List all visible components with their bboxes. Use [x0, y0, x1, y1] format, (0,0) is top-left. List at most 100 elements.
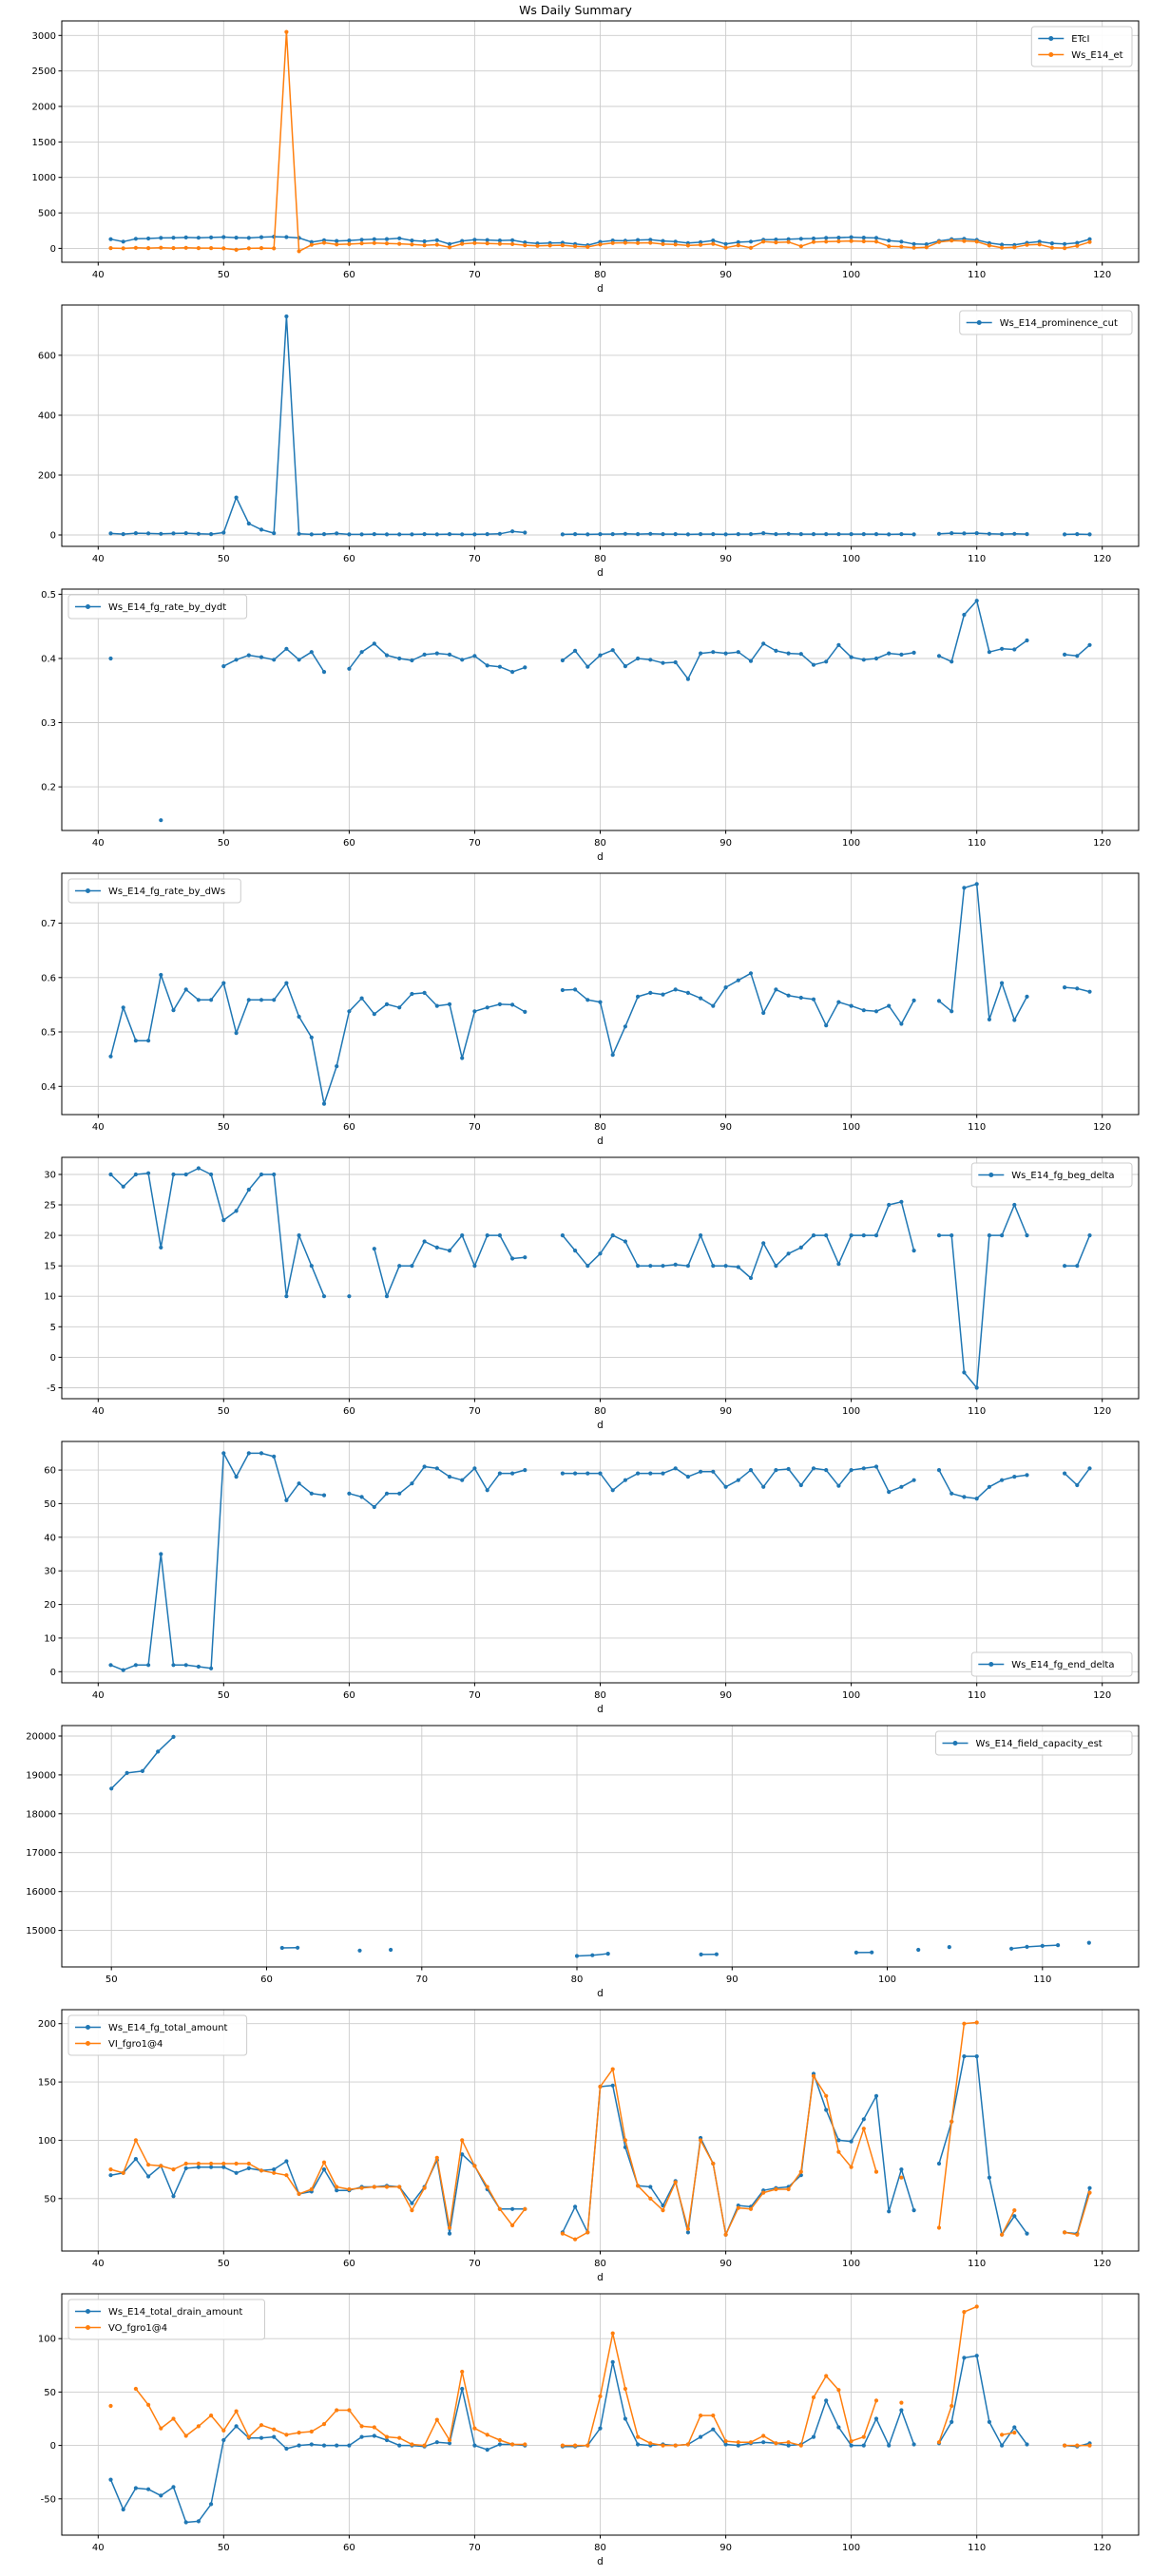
svg-text:100: 100	[842, 2543, 860, 2553]
series-line-VO_fgro1@4	[135, 2305, 1090, 2447]
svg-text:90: 90	[719, 1122, 732, 1133]
svg-text:110: 110	[968, 838, 986, 849]
legend: ETcI Ws_E14_et	[1030, 26, 1133, 67]
svg-text:40: 40	[44, 1533, 56, 1543]
svg-text:50: 50	[218, 554, 230, 564]
svg-text:120: 120	[1093, 2259, 1111, 2269]
svg-text:60: 60	[260, 1975, 273, 1985]
x-axis: 40 50 60 70 80 90 100 110 120 d	[92, 262, 1111, 295]
svg-text:120: 120	[1093, 1690, 1111, 1701]
x-axis-label: d	[597, 567, 604, 579]
svg-text:100: 100	[842, 2259, 860, 2269]
svg-text:100: 100	[842, 1406, 860, 1417]
y-axis: 0 10 20 30 40 50 60	[44, 1466, 62, 1678]
svg-text:90: 90	[719, 270, 732, 280]
svg-text:70: 70	[469, 1122, 481, 1133]
svg-text:70: 70	[469, 2259, 481, 2269]
svg-text:60: 60	[343, 270, 355, 280]
svg-text:1000: 1000	[32, 173, 56, 183]
y-axis: 0.2 0.3 0.4 0.5	[41, 590, 62, 793]
svg-text:100: 100	[38, 2335, 56, 2345]
svg-text:3000: 3000	[32, 31, 56, 42]
svg-text:70: 70	[469, 1406, 481, 1417]
svg-text:70: 70	[469, 270, 481, 280]
svg-text:70: 70	[469, 554, 481, 564]
svg-text:120: 120	[1093, 1122, 1111, 1133]
svg-text:120: 120	[1093, 1406, 1111, 1417]
gridlines	[62, 1441, 1139, 1683]
subplot-3: 40 50 60 70 80 90 100 110 120 d 0.2 0.3 0.4 0.5 Ws_E14…	[41, 588, 1140, 863]
svg-text:90: 90	[726, 1975, 739, 1985]
svg-text:40: 40	[92, 1690, 105, 1701]
svg-text:80: 80	[594, 2259, 606, 2269]
x-axis-label: d	[597, 1704, 604, 1715]
svg-text:100: 100	[842, 270, 860, 280]
svg-text:80: 80	[571, 1975, 584, 1985]
svg-text:90: 90	[719, 1690, 732, 1701]
svg-text:-50: -50	[41, 2494, 56, 2505]
svg-text:50: 50	[218, 1690, 230, 1701]
legend: Ws_E14_fg_total_amount VI_fgro1@4	[67, 2014, 248, 2056]
x-axis: 40 50 60 70 80 90 100 110 120 d	[92, 1683, 1111, 1715]
svg-text:60: 60	[343, 2543, 355, 2553]
svg-text:60: 60	[343, 2259, 355, 2269]
x-axis-label: d	[597, 283, 604, 295]
series-markers-VI_fgro1@4	[108, 2020, 1092, 2242]
svg-text:40: 40	[92, 270, 105, 280]
svg-text:120: 120	[1093, 554, 1111, 564]
svg-text:0.5: 0.5	[41, 590, 56, 601]
svg-text:60: 60	[343, 1690, 355, 1701]
svg-text:80: 80	[594, 1406, 606, 1417]
svg-text:25: 25	[44, 1201, 56, 1212]
svg-text:0.3: 0.3	[41, 718, 56, 729]
x-axis-label: d	[597, 2556, 604, 2567]
svg-text:60: 60	[343, 554, 355, 564]
svg-text:40: 40	[92, 1406, 105, 1417]
legend-label: Ws_E14_prominence_cut	[1000, 318, 1118, 329]
svg-text:90: 90	[719, 554, 732, 564]
svg-text:2500: 2500	[32, 67, 56, 77]
series-line-Ws_E14_fg_rate_by_dydt	[222, 600, 1090, 680]
svg-text:90: 90	[719, 2259, 732, 2269]
svg-text:5: 5	[50, 1323, 56, 1333]
series-markers-Ws_E14_total_drain_amount	[108, 2354, 1092, 2525]
svg-text:50: 50	[218, 838, 230, 849]
y-axis: 15000 16000 17000 18000 19000 20000	[26, 1732, 62, 1937]
svg-text:100: 100	[878, 1975, 896, 1985]
gridlines	[62, 589, 1139, 830]
svg-text:80: 80	[594, 1122, 606, 1133]
svg-text:17000: 17000	[26, 1848, 56, 1859]
svg-text:10: 10	[44, 1292, 56, 1303]
svg-text:110: 110	[968, 1122, 986, 1133]
svg-text:60: 60	[343, 1406, 355, 1417]
svg-text:50: 50	[106, 1975, 118, 1985]
svg-text:1500: 1500	[32, 138, 56, 148]
x-axis: 50 60 70 80 90 100 110 d	[106, 1967, 1051, 1999]
svg-text:110: 110	[968, 270, 986, 280]
svg-text:0: 0	[50, 2441, 56, 2452]
svg-text:80: 80	[594, 838, 606, 849]
svg-text:120: 120	[1093, 838, 1111, 849]
svg-text:100: 100	[842, 554, 860, 564]
legend-label: Ws_E14_fg_rate_by_dydt	[108, 602, 226, 613]
legend-label: Ws_E14_fg_total_amount	[108, 2023, 228, 2033]
svg-text:150: 150	[38, 2078, 56, 2089]
subplot-1: 40 50 60 70 80 90 100 110 120 d 0 500 1000 1500 2000 25…	[32, 20, 1140, 295]
x-axis-label: d	[597, 851, 604, 863]
svg-text:110: 110	[1033, 1975, 1051, 1985]
subplot-6: 40 50 60 70 80 90 100 110 120 d 0 10 20 30 40 50 60 Ws_E1…	[44, 1441, 1140, 1715]
svg-text:50: 50	[44, 2388, 56, 2398]
svg-text:2000: 2000	[32, 103, 56, 113]
series-markers-ETcI	[108, 235, 1092, 248]
svg-text:-5: -5	[47, 1383, 56, 1394]
svg-text:200: 200	[38, 471, 56, 482]
legend-label: Ws_E14_et	[1071, 50, 1122, 61]
svg-text:110: 110	[968, 1690, 986, 1701]
svg-text:16000: 16000	[26, 1887, 56, 1898]
svg-text:50: 50	[218, 1406, 230, 1417]
svg-text:70: 70	[469, 2543, 481, 2553]
svg-text:50: 50	[218, 2259, 230, 2269]
gridlines	[62, 1726, 1139, 1967]
series-markers-Ws_E14_et	[108, 29, 1092, 254]
x-axis: 40 50 60 70 80 90 100 110 120 d	[92, 546, 1111, 579]
